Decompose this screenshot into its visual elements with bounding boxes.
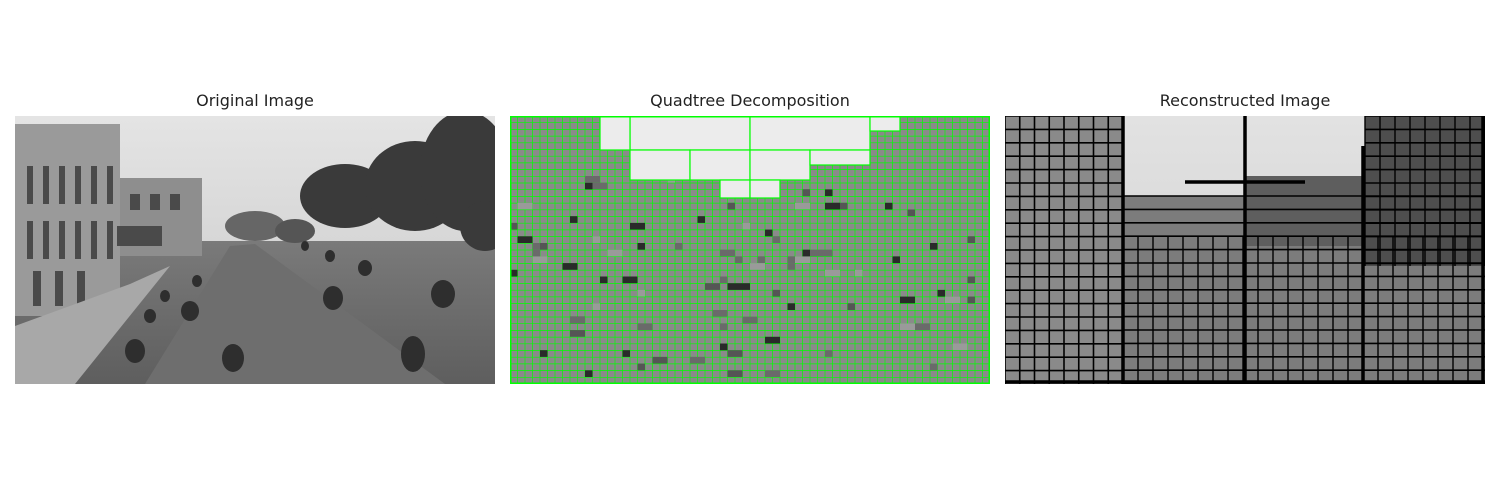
shrubs <box>125 241 455 372</box>
large-sky-blocks <box>599 116 901 199</box>
trees <box>225 116 495 251</box>
footpath <box>15 266 170 384</box>
quadtree-decomposition-title: Quadtree Decomposition <box>650 91 850 110</box>
dark-block-grid <box>1005 116 1485 384</box>
central-path <box>145 244 445 384</box>
thick-block-edges <box>1005 116 1485 384</box>
quadtree-decomposition-image <box>510 116 990 384</box>
reconstructed-image <box>1005 116 1485 384</box>
original-image <box>15 116 495 384</box>
building <box>15 124 202 316</box>
reconstructed-image-title: Reconstructed Image <box>1159 91 1331 110</box>
original-image-title: Original Image <box>196 91 314 110</box>
grid-frame <box>510 116 990 384</box>
